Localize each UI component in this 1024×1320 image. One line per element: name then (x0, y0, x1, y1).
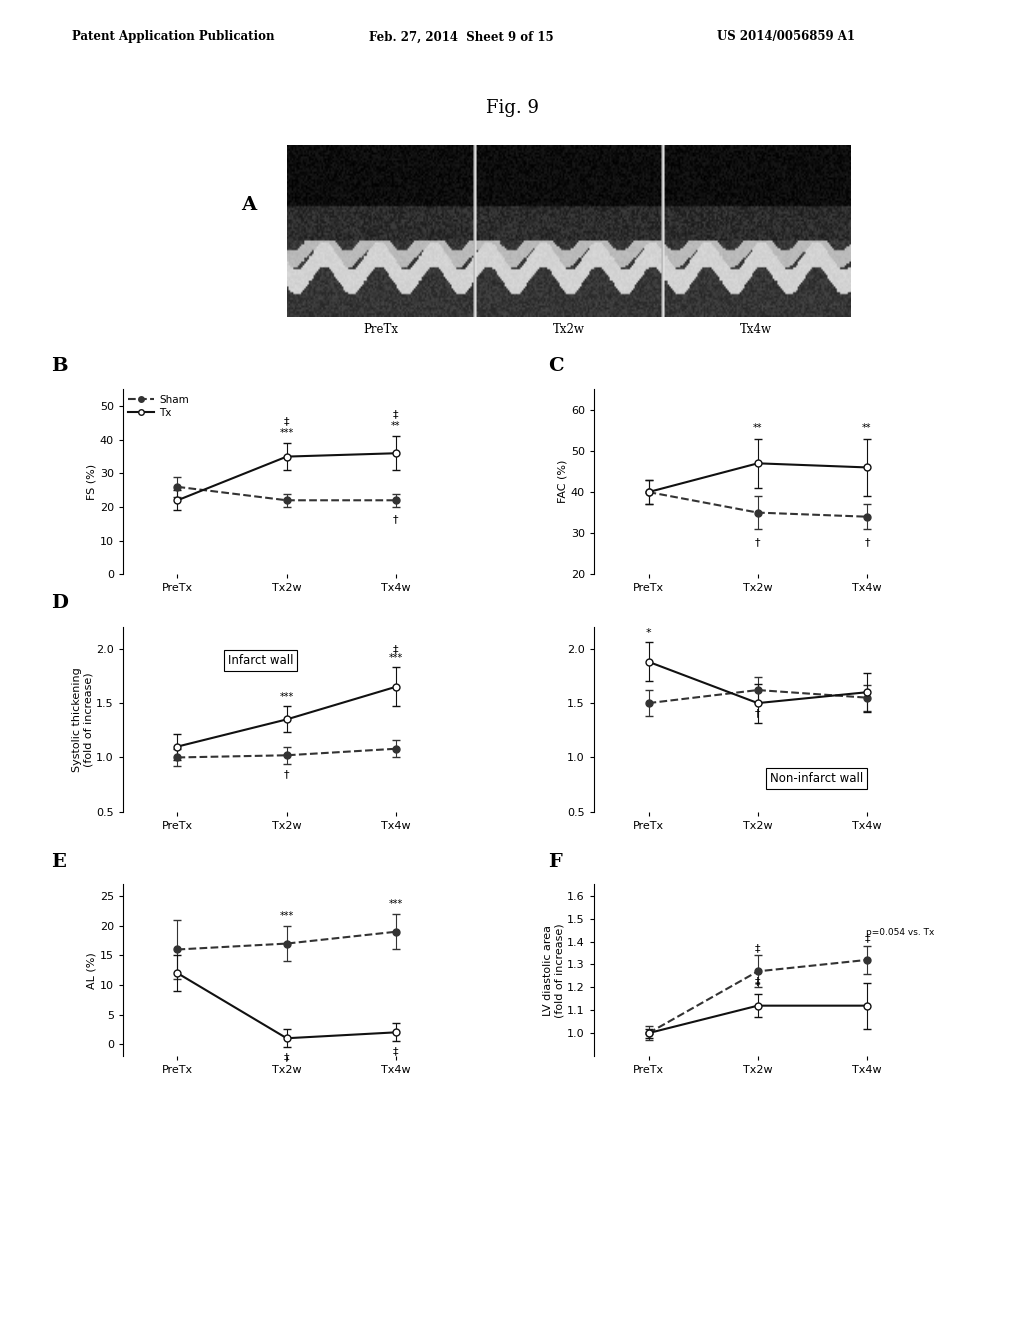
Y-axis label: LV diastolic area
(fold of increase): LV diastolic area (fold of increase) (543, 923, 564, 1018)
Text: Fig. 9: Fig. 9 (485, 99, 539, 117)
Text: Feb. 27, 2014  Sheet 9 of 15: Feb. 27, 2014 Sheet 9 of 15 (369, 30, 553, 44)
Text: †: † (393, 513, 398, 524)
Text: D: D (51, 594, 68, 612)
Text: PreTx: PreTx (364, 323, 398, 337)
Text: ***: *** (389, 653, 403, 663)
Text: B: B (51, 356, 68, 375)
Text: ‡: ‡ (755, 942, 761, 953)
Y-axis label: FAC (%): FAC (%) (558, 461, 568, 503)
Text: Infarct wall: Infarct wall (227, 653, 293, 667)
Text: A: A (241, 195, 256, 214)
Text: *: * (755, 981, 761, 991)
Text: E: E (51, 853, 66, 871)
Text: F: F (548, 853, 562, 871)
Text: ‡: ‡ (393, 1045, 398, 1056)
Text: ***: *** (280, 428, 294, 438)
Legend: Sham, Tx: Sham, Tx (128, 395, 189, 417)
Text: ‡: ‡ (284, 416, 290, 426)
Text: ‡: ‡ (393, 644, 398, 655)
Text: p=0.054 vs. Tx: p=0.054 vs. Tx (865, 928, 934, 937)
Text: ‡: ‡ (284, 1052, 290, 1061)
Y-axis label: Systolic thickening
(fold of increase): Systolic thickening (fold of increase) (72, 667, 93, 772)
Text: Patent Application Publication: Patent Application Publication (72, 30, 274, 44)
Text: †: † (864, 537, 869, 548)
Text: ‡: ‡ (755, 977, 761, 986)
Text: **: ** (862, 422, 871, 433)
Y-axis label: AL (%): AL (%) (87, 952, 97, 989)
Text: ***: *** (280, 911, 294, 921)
Text: C: C (548, 356, 563, 375)
Text: **: ** (391, 421, 400, 432)
Text: ‡: ‡ (864, 933, 869, 942)
Text: Non-infarct wall: Non-infarct wall (770, 772, 863, 785)
Text: ***: *** (280, 692, 294, 702)
Text: *: * (646, 628, 651, 638)
Text: ***: *** (389, 899, 403, 909)
Text: †: † (284, 770, 290, 779)
Text: **: ** (753, 422, 763, 433)
Text: US 2014/0056859 A1: US 2014/0056859 A1 (717, 30, 855, 44)
Y-axis label: FS (%): FS (%) (87, 463, 97, 500)
Text: Tx4w: Tx4w (740, 323, 772, 337)
Text: Tx2w: Tx2w (552, 323, 585, 337)
Text: †: † (755, 709, 761, 718)
Text: †: † (755, 537, 761, 548)
Text: ‡: ‡ (393, 409, 398, 420)
